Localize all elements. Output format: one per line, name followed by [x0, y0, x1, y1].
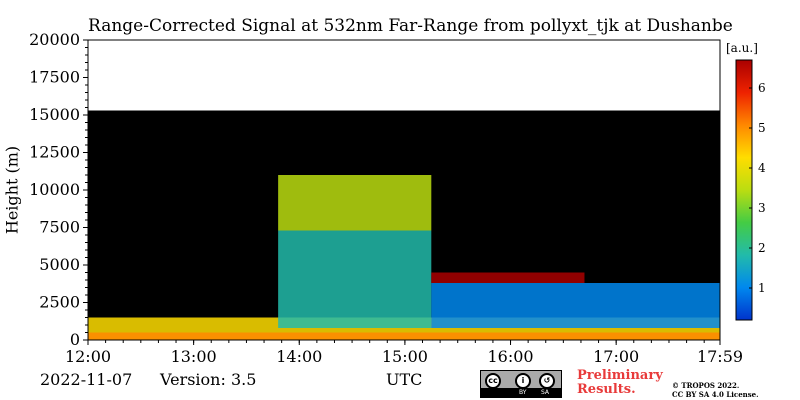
signal-heatmap: [88, 110, 720, 340]
cc-icon: cc: [485, 373, 501, 389]
preliminary-line2: Results.: [577, 382, 636, 397]
y-tick-label: 2500: [39, 293, 80, 312]
colorbar-tick-label: 1: [758, 281, 766, 295]
x-axis: 12:00 13:00 14:00 15:00 16:00 17:00 17:59: [65, 340, 743, 366]
measurement-date: 2022-11-07: [40, 370, 133, 389]
badge-sa-label: SA: [541, 389, 550, 396]
colorbar: 1 2 3 4 5 6: [735, 59, 766, 321]
sa-share-icon: ↺: [539, 373, 555, 389]
x-tick-label: 16:00: [487, 347, 533, 366]
x-tick-label: 12:00: [65, 347, 111, 366]
colorbar-unit: [a.u.]: [726, 41, 758, 55]
cc-license-badge: cc i ↺ BY SA: [480, 370, 562, 398]
colorbar-tick-label: 4: [758, 161, 766, 175]
by-person-icon: i: [515, 373, 531, 389]
y-tick-label: 12500: [29, 143, 80, 162]
y-tick-label: 7500: [39, 218, 80, 237]
x-tick-label: 15:00: [382, 347, 428, 366]
colorbar-gradient: [735, 59, 753, 321]
plot-area: [87, 39, 721, 341]
heatmap-feature: [278, 230, 432, 328]
heatmap-feature: [88, 332, 720, 340]
copyright-notice: © TROPOS 2022. CC BY SA 4.0 License.: [672, 381, 759, 399]
colorbar-tick-label: 3: [758, 201, 766, 215]
x-tick-label: 17:59: [697, 347, 743, 366]
y-tick-label: 15000: [29, 105, 80, 124]
badge-band: [481, 388, 561, 397]
y-tick-label: 5000: [39, 255, 80, 274]
colorbar-tick-label: 5: [758, 121, 766, 135]
heatmap-feature: [431, 283, 720, 328]
preliminary-line1: Preliminary: [577, 368, 663, 383]
badge-by-label: BY: [519, 389, 527, 396]
preliminary-notice: Preliminary Results.: [577, 369, 663, 397]
y-tick-label: 10000: [29, 180, 80, 199]
heatmap-feature: [431, 272, 585, 283]
x-tick-label: 14:00: [276, 347, 322, 366]
y-tick-label: 20000: [29, 30, 80, 49]
x-tick-label: 17:00: [593, 347, 639, 366]
x-tick-label: 13:00: [171, 347, 217, 366]
y-axis: 0 2500 5000 7500 10000 12500 15000 17500 20000: [29, 30, 88, 349]
y-tick-label: 0: [70, 330, 80, 349]
y-tick-label: 17500: [29, 68, 80, 87]
chart-title: Range-Corrected Signal at 532nm Far-Rang…: [88, 16, 733, 36]
colorbar-tick-label: 2: [758, 241, 766, 255]
x-axis-label: UTC: [386, 370, 423, 389]
copyright-line1: © TROPOS 2022.: [672, 381, 740, 390]
version-label: Version: 3.5: [160, 370, 257, 389]
heatmap-feature: [278, 175, 432, 231]
copyright-line2: CC BY SA 4.0 License.: [672, 390, 759, 399]
colorbar-tick-label: 6: [758, 81, 766, 95]
